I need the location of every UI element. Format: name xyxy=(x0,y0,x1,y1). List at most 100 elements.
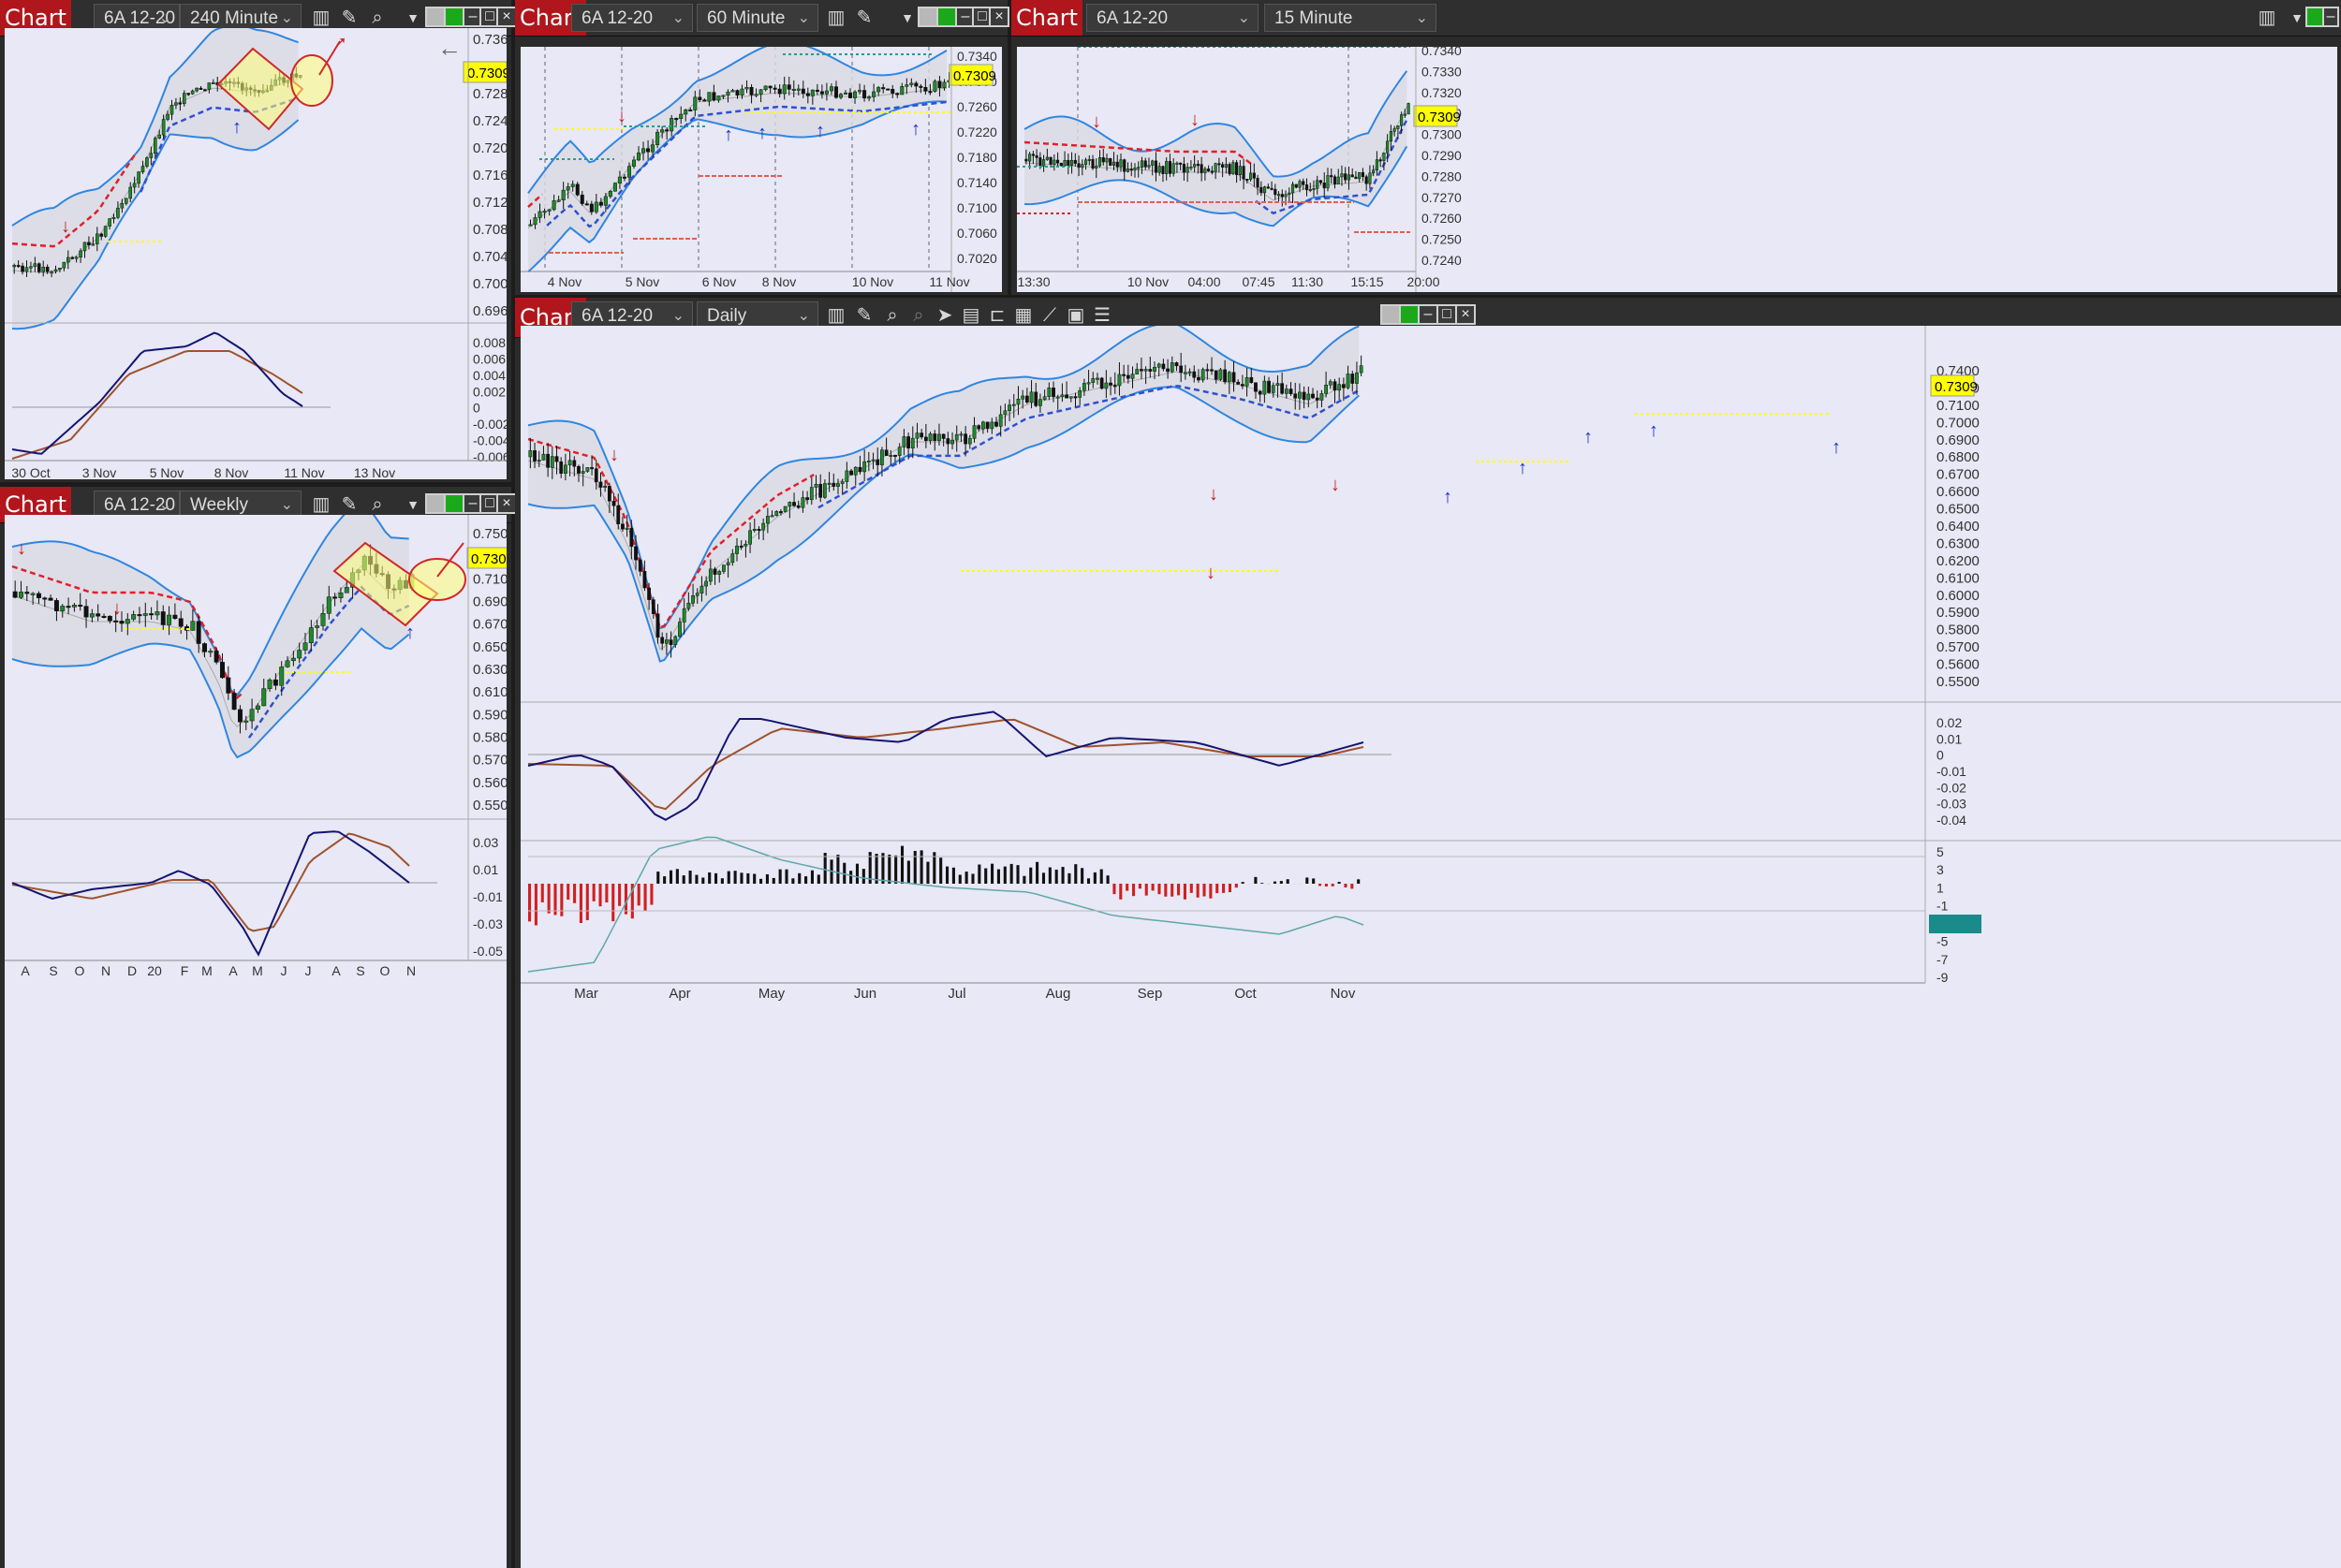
last-price-tag-bg xyxy=(466,547,507,569)
maximize-button[interactable]: □ xyxy=(479,7,500,27)
data-box-icon[interactable]: ▤ xyxy=(962,305,980,326)
timeframe-selector[interactable]: 15 Minute ⌄ xyxy=(1264,4,1436,32)
candle-body xyxy=(1294,183,1298,188)
zoom-in-icon[interactable]: ⌕ xyxy=(887,305,898,326)
bar-style-icon[interactable]: ▥ xyxy=(2258,7,2276,28)
timeframe-value: 15 Minute xyxy=(1274,8,1353,28)
x-tick-label: M xyxy=(252,963,263,978)
red-moving-average xyxy=(11,151,138,248)
bar-style-icon[interactable]: ▥ xyxy=(827,305,846,326)
chart-plot-area[interactable]: ↓↓↑0.75000.73000.71000.69000.67000.65000… xyxy=(5,515,507,1568)
color-gray-button[interactable] xyxy=(425,493,446,514)
histogram-bar xyxy=(540,884,544,902)
candle-body xyxy=(1182,164,1185,173)
candle-body xyxy=(132,183,137,188)
y-tick-label: 0.7340 xyxy=(1421,47,1462,58)
calculator-icon[interactable]: ▣ xyxy=(1067,305,1085,326)
y-tick-label: 0.7320 xyxy=(1421,85,1462,100)
histogram-bar xyxy=(964,872,968,884)
chart-plot-area[interactable]: ↓↑↑↑↑0.73400.73000.72600.72200.71800.714… xyxy=(521,47,1002,292)
chart-menu-button[interactable]: Chart xyxy=(1011,0,1082,36)
timeframe-selector[interactable]: 60 Minute ⌄ xyxy=(697,4,818,32)
chart-plot-area[interactable]: ↓↓↓↓↑↑↑↑↑0.74000.72000.71000.70000.69000… xyxy=(521,326,2341,1568)
timeframe-selector[interactable]: Daily ⌄ xyxy=(697,301,818,330)
candle-body xyxy=(45,266,50,272)
candle-body xyxy=(550,456,554,468)
strategies-icon[interactable]: ⟋ xyxy=(1043,305,1056,326)
chart-plot-area[interactable]: ↓↓0.73400.73300.73200.73100.73000.72900.… xyxy=(1017,47,2337,292)
histogram-bar xyxy=(753,873,757,884)
list-icon[interactable]: ☰ xyxy=(1094,305,1111,326)
candle-body xyxy=(915,432,920,439)
drawing-tool-icon[interactable]: ✎ xyxy=(856,305,873,326)
candle-body xyxy=(169,105,174,115)
chart-svg: ↓↓↓↓↑↑↑↑↑0.74000.72000.71000.70000.69000… xyxy=(521,326,2341,1002)
instrument-selector[interactable]: 6A 12-20 ⌄ xyxy=(94,4,180,32)
candle-body xyxy=(1389,131,1392,142)
properties-icon[interactable]: ⊏ xyxy=(989,305,1006,326)
color-green-button[interactable] xyxy=(936,7,957,27)
indicators-icon[interactable]: ▦ xyxy=(1014,305,1033,326)
candle-body xyxy=(1086,382,1091,385)
candle-body xyxy=(24,592,30,594)
candle-body xyxy=(60,606,66,611)
timeframe-selector[interactable]: 240 Minute ⌄ xyxy=(180,4,302,32)
histogram-bar xyxy=(720,878,724,884)
candle-body xyxy=(1056,159,1060,164)
candle-body xyxy=(598,481,603,488)
more-tools-icon[interactable]: ▼ xyxy=(406,10,420,25)
candle-body xyxy=(285,660,290,667)
candle-body xyxy=(937,433,941,441)
candle-body xyxy=(1315,397,1319,401)
bar-style-icon[interactable]: ▥ xyxy=(312,494,331,515)
drawing-tool-icon[interactable]: ✎ xyxy=(341,7,358,28)
up-signal-arrow-icon: ↑ xyxy=(232,117,242,138)
candle-body xyxy=(876,87,881,93)
candle-body xyxy=(1231,372,1236,383)
color-green-button[interactable] xyxy=(444,493,464,514)
candle-body xyxy=(66,606,71,608)
close-button[interactable]: × xyxy=(989,7,1009,27)
instrument-selector[interactable]: 6A 12-20 ⌄ xyxy=(571,4,693,32)
histogram-bar xyxy=(765,873,769,884)
candle-body xyxy=(838,94,843,98)
pointer-icon[interactable]: ➤ xyxy=(936,305,953,326)
candle-body xyxy=(1156,363,1161,368)
drawing-tool-icon[interactable]: ✎ xyxy=(856,7,873,28)
close-button[interactable]: × xyxy=(1455,304,1476,325)
x-tick-label: Sep xyxy=(1138,986,1163,1002)
bar-style-icon[interactable]: ▥ xyxy=(827,7,846,28)
close-button[interactable]: × xyxy=(496,493,517,514)
color-gray-button[interactable] xyxy=(1380,304,1401,325)
zoom-out-icon[interactable]: ⌕ xyxy=(913,305,924,326)
color-gray-button[interactable] xyxy=(425,7,446,27)
maximize-button[interactable]: □ xyxy=(1436,304,1457,325)
color-green-button[interactable] xyxy=(1399,304,1420,325)
minimize-button[interactable]: – xyxy=(2322,7,2339,27)
candle-body xyxy=(24,267,29,272)
zoom-icon[interactable]: ⌕ xyxy=(372,7,383,28)
more-tools-icon[interactable]: ▼ xyxy=(901,10,914,25)
more-tools-icon[interactable]: ▼ xyxy=(406,497,420,512)
more-tools-icon[interactable]: ▼ xyxy=(2290,10,2304,25)
chart-plot-area[interactable]: ←↓↑➚0.73600.73200.72800.72400.72000.7160… xyxy=(5,28,507,479)
chart-window-60min: Chart 6A 12-20 ⌄ 60 Minute ⌄ ▥ ✎ ▼ – □ × ↓… xyxy=(515,0,1009,295)
zoom-icon[interactable]: ⌕ xyxy=(372,494,383,515)
instrument-selector[interactable]: 6A 12-20 ⌄ xyxy=(94,491,180,519)
candle-body xyxy=(933,81,937,92)
histogram-bar xyxy=(669,870,673,884)
bar-style-icon[interactable]: ▥ xyxy=(312,7,331,28)
minimize-button[interactable]: – xyxy=(1418,304,1438,325)
instrument-selector[interactable]: 6A 12-20 ⌄ xyxy=(1086,4,1259,32)
color-gray-button[interactable] xyxy=(918,7,938,27)
x-tick-label: 5 Nov xyxy=(626,274,660,289)
color-green-button[interactable] xyxy=(444,7,464,27)
x-tick-label: N xyxy=(101,963,110,978)
drawing-tool-icon[interactable]: ✎ xyxy=(341,494,358,515)
candle-body xyxy=(612,183,617,192)
x-tick-label: May xyxy=(758,986,786,1002)
candle-body xyxy=(1224,164,1228,168)
histogram-bar xyxy=(1151,884,1155,891)
close-button[interactable]: × xyxy=(496,7,517,27)
chart-toolbar: Chart 6A 12-20 ⌄ 60 Minute ⌄ ▥ ✎ ▼ – □ × xyxy=(515,0,1009,37)
